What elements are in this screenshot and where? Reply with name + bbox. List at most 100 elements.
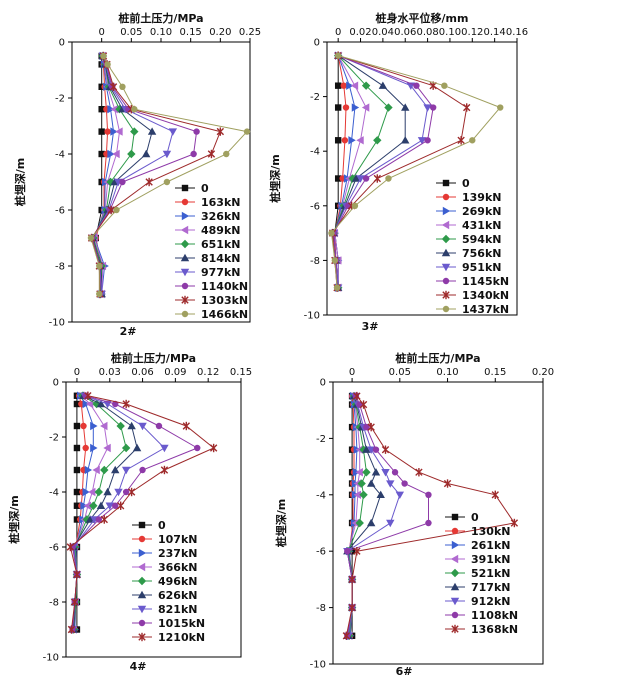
data-point bbox=[103, 487, 112, 496]
data-point bbox=[381, 469, 390, 477]
legend-label: 0 bbox=[462, 177, 470, 190]
panel-label: 4# bbox=[130, 660, 147, 673]
data-point bbox=[342, 104, 350, 111]
data-point bbox=[469, 137, 476, 144]
data-point bbox=[119, 178, 126, 186]
legend-marker bbox=[138, 521, 146, 529]
y-tick-label: 0 bbox=[59, 38, 65, 49]
y-tick-label: -4 bbox=[55, 150, 65, 161]
data-point bbox=[113, 206, 120, 214]
data-point bbox=[359, 490, 368, 499]
data-point bbox=[119, 83, 126, 91]
data-point bbox=[110, 127, 118, 136]
legend-label: 269kN bbox=[462, 205, 501, 218]
legend-label: 1340kN bbox=[462, 289, 509, 302]
legend-marker bbox=[181, 310, 189, 318]
x-tick-label: 0.04 bbox=[372, 27, 394, 38]
data-point bbox=[340, 82, 347, 89]
data-point bbox=[342, 631, 351, 640]
data-point bbox=[209, 443, 218, 453]
legend-label: 1015kN bbox=[158, 617, 205, 630]
data-point bbox=[84, 391, 92, 400]
legend-marker bbox=[441, 263, 451, 272]
series-line bbox=[333, 55, 390, 288]
legend-marker bbox=[442, 193, 450, 201]
data-point bbox=[353, 391, 361, 401]
data-point bbox=[121, 466, 131, 475]
data-point bbox=[353, 490, 362, 499]
data-point bbox=[348, 575, 356, 584]
data-point bbox=[155, 422, 163, 430]
data-point bbox=[147, 127, 157, 135]
data-point bbox=[373, 136, 382, 145]
data-point bbox=[344, 548, 351, 555]
legend-label: 651kN bbox=[201, 238, 240, 251]
data-point bbox=[193, 128, 200, 135]
data-point bbox=[441, 82, 448, 89]
legend-marker bbox=[137, 590, 147, 599]
data-point bbox=[356, 175, 365, 183]
data-point bbox=[112, 502, 119, 509]
panel-label: 3# bbox=[362, 320, 379, 333]
data-point bbox=[122, 399, 130, 409]
data-point bbox=[90, 421, 98, 431]
plot-frame bbox=[65, 381, 242, 658]
data-point bbox=[328, 229, 335, 237]
data-point bbox=[207, 149, 216, 159]
legend-label: 366kN bbox=[158, 561, 197, 574]
legend-marker bbox=[137, 562, 146, 572]
data-point bbox=[334, 175, 342, 182]
data-point bbox=[66, 542, 75, 552]
legend-marker bbox=[137, 576, 147, 586]
data-point bbox=[361, 81, 371, 90]
y-tick-label: -8 bbox=[55, 262, 65, 273]
data-point bbox=[386, 480, 395, 488]
legend-marker bbox=[442, 277, 450, 285]
chart-title: 桩身水平位移/mm bbox=[376, 11, 469, 25]
data-point bbox=[463, 103, 471, 112]
legend-label: 1368kN bbox=[471, 623, 518, 636]
legend: 0130kN261kN391kN521kN717kN912kN1108kN136… bbox=[445, 511, 518, 636]
legend-label: 756kN bbox=[462, 247, 501, 260]
legend-label: 130kN bbox=[471, 525, 510, 538]
plot-frame bbox=[326, 41, 518, 316]
data-point bbox=[114, 488, 123, 497]
legend-label: 951kN bbox=[462, 261, 501, 274]
series-line bbox=[334, 55, 347, 288]
data-point bbox=[378, 81, 388, 89]
chart-title: 桩前土压力/MPa bbox=[395, 351, 480, 365]
legend-label: 0 bbox=[471, 511, 479, 524]
legend-marker bbox=[441, 234, 451, 244]
panel-label: 2# bbox=[120, 325, 137, 338]
legend-label: 0 bbox=[201, 182, 209, 195]
data-point bbox=[100, 465, 109, 475]
data-point bbox=[105, 502, 114, 510]
series-10 bbox=[87, 52, 251, 298]
data-point bbox=[127, 421, 136, 430]
series-8 bbox=[344, 392, 432, 639]
legend-label: 163kN bbox=[201, 196, 240, 209]
data-point bbox=[96, 290, 103, 298]
data-point bbox=[361, 103, 370, 112]
legend-marker bbox=[442, 290, 450, 300]
y-tick-label: -4 bbox=[310, 147, 320, 158]
legend-label: 626kN bbox=[158, 589, 197, 602]
legend-label: 489kN bbox=[201, 224, 240, 237]
data-point bbox=[112, 149, 120, 159]
y-tick-label: -6 bbox=[55, 206, 65, 217]
y-tick-label: -8 bbox=[316, 603, 326, 614]
data-point bbox=[90, 443, 98, 453]
data-point bbox=[510, 518, 519, 528]
data-point bbox=[351, 174, 361, 182]
y-tick-label: -2 bbox=[49, 433, 59, 444]
data-point bbox=[401, 136, 410, 144]
data-point bbox=[401, 480, 408, 487]
data-point bbox=[111, 465, 120, 474]
series-line bbox=[333, 55, 434, 288]
y-tick-label: 0 bbox=[53, 378, 59, 389]
data-point bbox=[386, 519, 395, 528]
data-point bbox=[243, 128, 251, 135]
x-tick-label: 0.20 bbox=[532, 367, 554, 378]
legend-label: 1108kN bbox=[471, 609, 518, 622]
data-point bbox=[162, 150, 172, 159]
